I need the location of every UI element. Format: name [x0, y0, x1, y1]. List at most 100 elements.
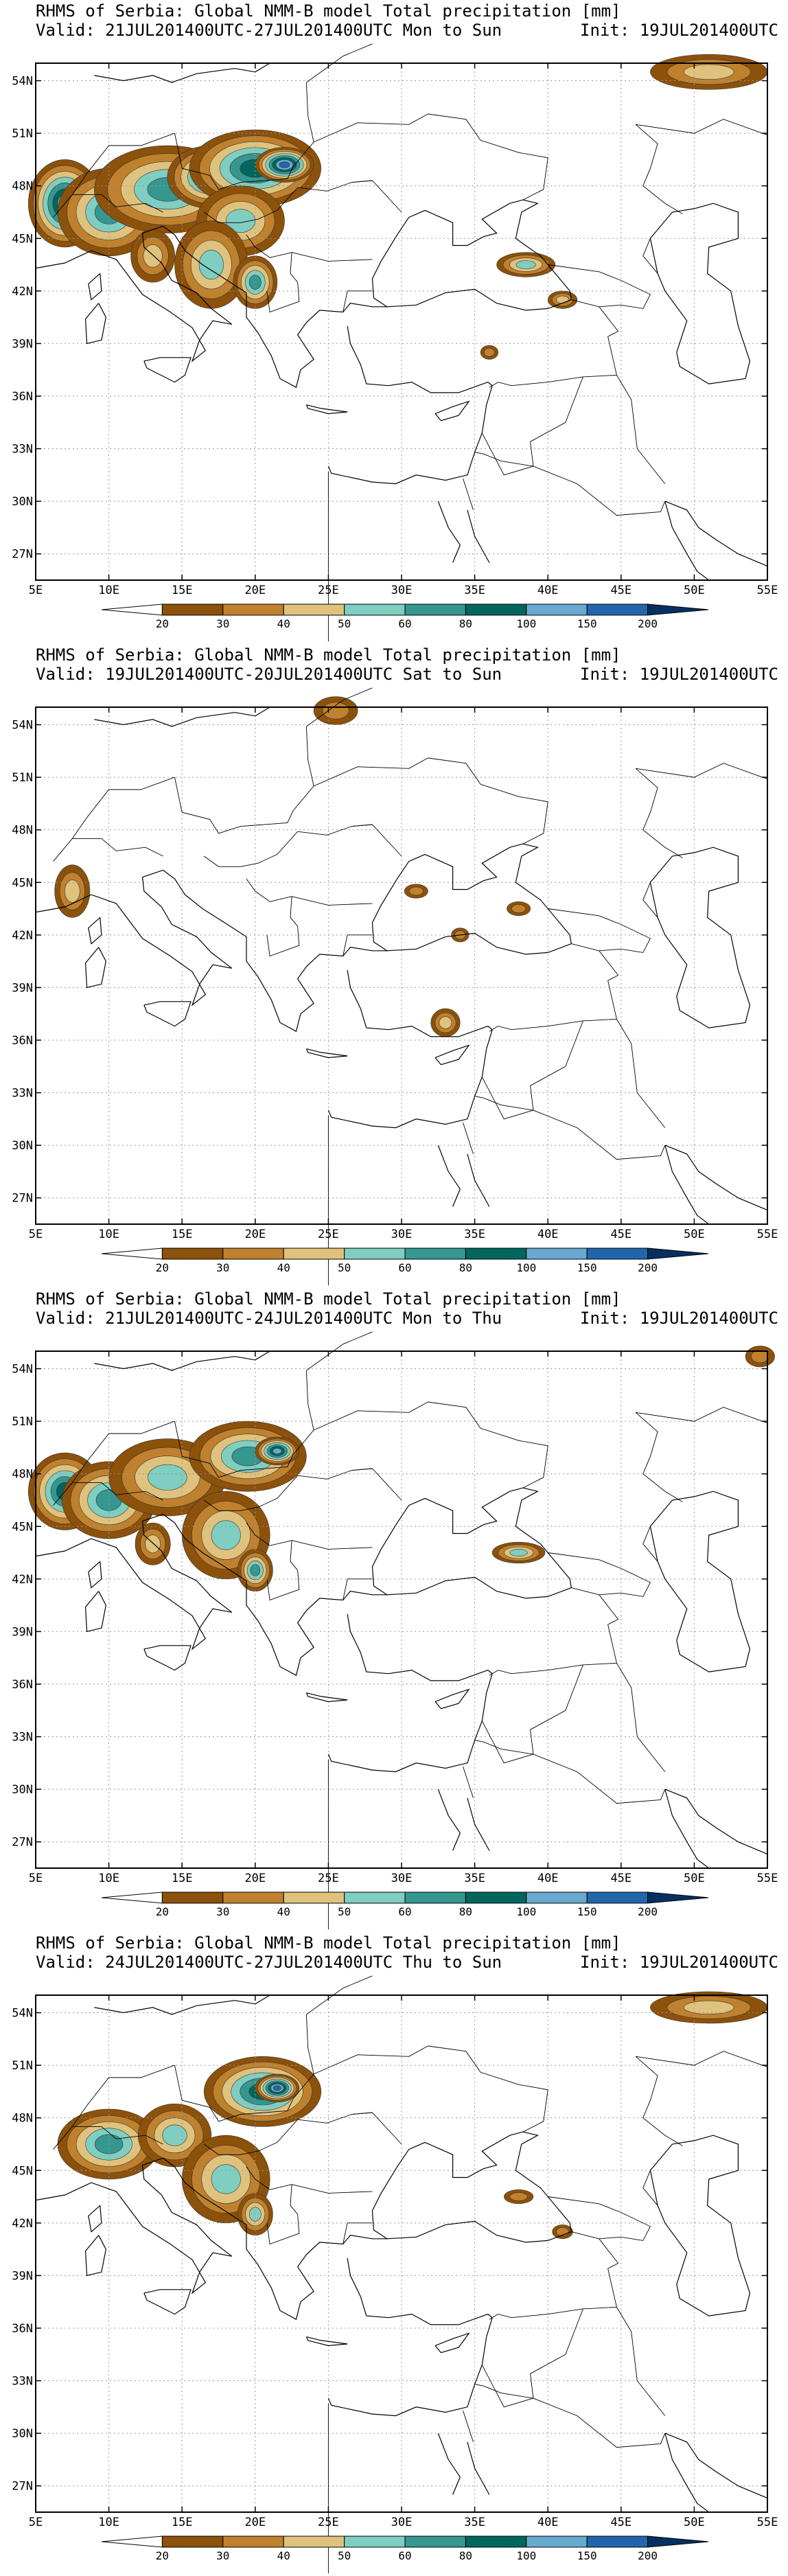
lon-tick-label: 55E	[757, 584, 778, 597]
coastline	[649, 847, 751, 1028]
colorbar-segment	[222, 2535, 284, 2548]
lat-tick-label: 39N	[12, 1625, 33, 1639]
country-border	[481, 1020, 583, 1120]
colorbar-label: 50	[338, 1261, 351, 1274]
colorbar-label: 40	[277, 2549, 290, 2562]
country-border	[428, 113, 548, 200]
lat-tick-label: 27N	[12, 1836, 33, 1850]
country-border	[174, 726, 314, 834]
country-border	[71, 2065, 175, 2127]
colorbar-segment	[283, 603, 345, 616]
panel-title: RHMS of Serbia: Global NMM-B model Total…	[36, 645, 621, 665]
lat-tick-label: 27N	[12, 548, 33, 562]
panel-title: RHMS of Serbia: Global NMM-B model Total…	[36, 1, 621, 21]
country-border	[636, 119, 768, 136]
precip-contour-area	[279, 161, 290, 168]
country-border	[343, 934, 373, 956]
lon-tick-label: 30E	[391, 1228, 413, 1241]
coastline	[386, 1576, 572, 1599]
country-border	[291, 252, 373, 262]
lon-tick-label: 55E	[757, 2516, 778, 2529]
precip-panel-4: RHMS of Serbia: Global NMM-B model Total…	[0, 1932, 788, 2576]
lat-tick-label: 48N	[12, 2112, 33, 2126]
lat-tick-label: 45N	[12, 1520, 33, 1534]
lon-tick-label: 15E	[172, 2516, 193, 2529]
country-border	[481, 1664, 583, 1764]
lon-tick-label: 45E	[610, 584, 631, 597]
coastlines	[35, 62, 768, 581]
colorbar-segment	[465, 1247, 527, 1260]
colorbar-segment	[222, 603, 284, 616]
country-border	[635, 1412, 683, 1502]
lat-tick-label: 54N	[12, 75, 33, 89]
coastline	[664, 1145, 768, 1211]
lon-tick-label: 25E	[318, 2516, 339, 2529]
country-borders	[53, 43, 768, 642]
coastline	[143, 2289, 192, 2315]
lat-tick-label: 45N	[12, 876, 33, 890]
colorbar-label: 20	[156, 617, 169, 630]
lat-tick-label: 33N	[12, 1087, 33, 1101]
country-border	[642, 882, 658, 918]
colorbar-upper-arrow	[647, 1891, 709, 1904]
precip-contour-area	[683, 64, 734, 80]
colorbar-segment	[283, 2535, 345, 2548]
coastline	[35, 1513, 233, 1651]
lat-tick-label: 39N	[12, 337, 33, 351]
country-border	[533, 2397, 666, 2448]
lon-tick-label: 5E	[29, 1872, 43, 1885]
lon-tick-label: 10E	[98, 2516, 119, 2529]
country-border	[53, 2126, 163, 2150]
colorbar-label: 60	[398, 617, 411, 630]
lat-tick-label: 30N	[12, 495, 33, 509]
panel-init-time: Init: 19JUL201400UTC	[580, 21, 778, 40]
country-border	[71, 1421, 175, 1483]
lat-tick-label: 36N	[12, 2322, 33, 2336]
map-panel-2: 5E 10E 15E 20E 25E 30E 35E 40E 45E 50E 55E 54N 51N 48…	[12, 687, 778, 1286]
colorbar-label: 50	[338, 2549, 351, 2562]
country-border	[313, 113, 428, 143]
colorbar-lower-arrow	[101, 1891, 163, 1904]
coastline	[88, 273, 102, 301]
colorbar-upper-arrow	[647, 1247, 709, 1260]
country-border	[306, 687, 373, 727]
lat-tick-label: 33N	[12, 443, 33, 457]
coastline	[437, 501, 461, 563]
lon-tick-label: 55E	[757, 1872, 778, 1885]
lon-tick-label: 35E	[464, 1872, 485, 1885]
precip-panel-1: RHMS of Serbia: Global NMM-B model Total…	[0, 0, 788, 644]
lon-tick-label: 45E	[610, 1228, 631, 1241]
coastline	[467, 1153, 490, 1207]
lon-tick-label: 25E	[318, 1228, 339, 1241]
precip-contour-area	[515, 260, 536, 269]
coastline	[88, 917, 102, 945]
country-border	[642, 238, 658, 274]
country-borders	[53, 1331, 768, 1930]
country-border	[463, 1766, 474, 1799]
coastline	[88, 1561, 102, 1589]
panel-init-time: Init: 19JUL201400UTC	[580, 1953, 778, 1972]
coastline	[163, 1487, 572, 1677]
coastline	[35, 2157, 233, 2295]
country-border	[481, 2308, 583, 2408]
country-border	[203, 824, 373, 867]
coastline	[94, 1994, 270, 2015]
colorbar-label: 40	[277, 617, 290, 630]
colorbar-segment	[465, 2535, 527, 2548]
country-border	[53, 838, 163, 862]
colorbar-segment	[526, 1891, 588, 1904]
lat-tick-label: 48N	[12, 1468, 33, 1482]
coastline	[305, 404, 348, 415]
coastline	[35, 869, 233, 1007]
country-border	[306, 1975, 373, 2015]
colorbar-segment	[526, 1247, 588, 1260]
coastlines	[35, 1350, 768, 1869]
lat-tick-label: 51N	[12, 1415, 33, 1429]
precip-contour-area	[751, 1350, 769, 1364]
coastline	[386, 932, 572, 955]
country-border	[71, 133, 175, 195]
colorbar-segment	[586, 2535, 649, 2548]
colorbar-lower-arrow	[101, 603, 163, 616]
colorbar-segment	[404, 1891, 466, 1904]
country-border	[53, 1482, 163, 1506]
